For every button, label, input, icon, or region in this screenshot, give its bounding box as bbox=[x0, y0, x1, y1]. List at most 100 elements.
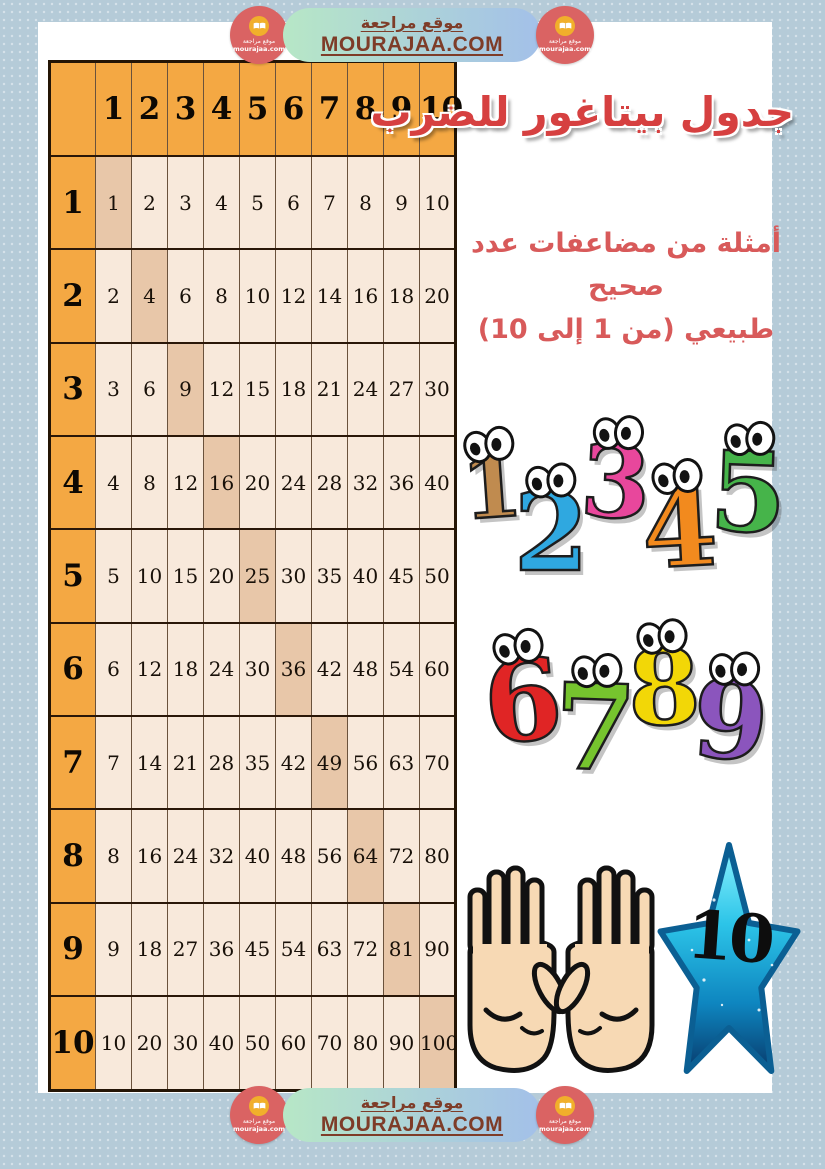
product-cell: 32 bbox=[203, 808, 240, 904]
product-cell: 28 bbox=[203, 714, 240, 811]
table-row: 7 7 14 21 28 35 42 49 56 63 70 bbox=[49, 714, 456, 811]
product-cell: 21 bbox=[311, 341, 348, 437]
two-open-hands-icon bbox=[466, 860, 656, 1105]
product-cell: 40 bbox=[203, 994, 240, 1092]
column-header-8: 8 bbox=[347, 60, 384, 158]
site-logo: موقع مراجعة mourajaa.com bbox=[230, 1086, 288, 1144]
googly-eyes-icon bbox=[720, 419, 777, 460]
product-cell: 56 bbox=[311, 808, 348, 904]
product-cell: 90 bbox=[419, 901, 456, 997]
product-cell: 80 bbox=[419, 808, 456, 904]
table-row: 1 1 2 3 4 5 6 7 8 9 10 bbox=[49, 155, 456, 251]
product-cell: 9 bbox=[383, 155, 420, 251]
product-cell: 20 bbox=[203, 528, 240, 624]
product-cell: 5 bbox=[239, 155, 276, 251]
product-cell: 3 bbox=[167, 155, 204, 251]
product-cell: 45 bbox=[239, 901, 276, 997]
product-cell: 8 bbox=[131, 434, 168, 531]
table-row: 5 5 10 15 20 25 30 35 40 45 50 bbox=[49, 528, 456, 624]
table-row: 4 4 8 12 16 20 24 28 32 36 40 bbox=[49, 434, 456, 531]
product-cell: 18 bbox=[167, 621, 204, 717]
row-header-5: 5 bbox=[49, 528, 96, 624]
product-cell: 24 bbox=[275, 434, 312, 531]
open-book-icon bbox=[555, 1096, 575, 1117]
product-cell-square: 36 bbox=[275, 621, 312, 717]
product-cell: 14 bbox=[311, 248, 348, 344]
logo-domain: mourajaa.com bbox=[538, 1125, 592, 1133]
product-cell: 12 bbox=[275, 248, 312, 344]
product-cell: 20 bbox=[239, 434, 276, 531]
row-header-10: 10 bbox=[49, 994, 96, 1092]
site-name-arabic: موقع مراجعة bbox=[360, 12, 464, 32]
site-domain-link[interactable]: MOURAJAA.COM bbox=[320, 1113, 504, 1136]
product-cell: 12 bbox=[203, 341, 240, 437]
product-cell: 40 bbox=[347, 528, 384, 624]
product-cell: 10 bbox=[419, 155, 456, 251]
site-banner-pill: موقع مراجعة MOURAJAA.COM bbox=[283, 8, 541, 62]
product-cell: 54 bbox=[383, 621, 420, 717]
product-cell: 63 bbox=[383, 714, 420, 811]
product-cell: 32 bbox=[347, 434, 384, 531]
site-domain-link[interactable]: MOURAJAA.COM bbox=[320, 33, 504, 56]
site-logo: موقع مراجعة mourajaa.com bbox=[230, 6, 288, 64]
cartoon-number-5: 5 bbox=[706, 419, 790, 560]
product-cell: 4 bbox=[203, 155, 240, 251]
blue-star-ten-badge: 10 bbox=[654, 840, 804, 1108]
product-cell: 6 bbox=[131, 341, 168, 437]
product-cell: 35 bbox=[311, 528, 348, 624]
column-header-1: 1 bbox=[95, 60, 132, 158]
logo-name-ar: موقع مراجعة bbox=[548, 38, 582, 46]
product-cell: 18 bbox=[383, 248, 420, 344]
star-sparkles bbox=[690, 898, 774, 1052]
logo-name-ar: موقع مراجعة bbox=[548, 1118, 582, 1126]
poster-title: جدول بيتاغور للضرب bbox=[370, 88, 794, 136]
cartoon-number-7: 7 bbox=[551, 651, 640, 800]
column-header-3: 3 bbox=[167, 60, 204, 158]
product-cell: 40 bbox=[239, 808, 276, 904]
product-cell: 40 bbox=[419, 434, 456, 531]
product-cell: 24 bbox=[347, 341, 384, 437]
product-cell: 15 bbox=[239, 341, 276, 437]
product-cell: 70 bbox=[419, 714, 456, 811]
product-cell: 10 bbox=[239, 248, 276, 344]
product-cell: 30 bbox=[239, 621, 276, 717]
googly-eyes-icon bbox=[704, 649, 762, 689]
subtitle-line-2: طبيعي (من 1 إلى 10) bbox=[477, 314, 775, 346]
product-cell: 60 bbox=[275, 994, 312, 1092]
blue-star-icon bbox=[657, 842, 801, 1074]
table-row: 10 10 20 30 40 50 60 70 80 90 100 bbox=[49, 994, 458, 1092]
column-header-7: 7 bbox=[311, 60, 348, 158]
product-cell: 9 bbox=[95, 901, 132, 997]
open-book-icon bbox=[249, 1096, 269, 1117]
number-glyph: 2 bbox=[512, 470, 590, 596]
product-cell-square: 1 bbox=[95, 155, 132, 251]
product-cell: 2 bbox=[131, 155, 168, 251]
row-header-9: 9 bbox=[49, 901, 96, 997]
product-cell: 7 bbox=[95, 714, 132, 811]
product-cell: 42 bbox=[275, 714, 312, 811]
product-cell: 7 bbox=[311, 155, 348, 251]
product-cell: 70 bbox=[311, 994, 348, 1092]
product-cell: 30 bbox=[275, 528, 312, 624]
row-header-4: 4 bbox=[49, 434, 96, 531]
product-cell: 4 bbox=[95, 434, 132, 531]
product-cell: 72 bbox=[383, 808, 420, 904]
product-cell: 35 bbox=[239, 714, 276, 811]
top-banner: موقع مراجعة mourajaa.com موقع مراجعة MOU… bbox=[228, 4, 596, 66]
product-cell: 90 bbox=[383, 994, 420, 1092]
product-cell: 50 bbox=[419, 528, 456, 624]
product-cell: 42 bbox=[311, 621, 348, 717]
site-logo: موقع مراجعة mourajaa.com bbox=[536, 1086, 594, 1144]
product-cell: 48 bbox=[275, 808, 312, 904]
product-cell-square: 4 bbox=[131, 248, 168, 344]
column-header-2: 2 bbox=[131, 60, 168, 158]
row-header-2: 2 bbox=[49, 248, 96, 344]
product-cell-square: 81 bbox=[383, 901, 420, 997]
table-row: 3 3 6 9 12 15 18 21 24 27 30 bbox=[49, 341, 456, 437]
product-cell: 20 bbox=[131, 994, 168, 1092]
logo-name-ar: موقع مراجعة bbox=[242, 38, 276, 46]
product-cell: 20 bbox=[419, 248, 456, 344]
bottom-banner: موقع مراجعة mourajaa.com موقع مراجعة MOU… bbox=[228, 1084, 596, 1146]
